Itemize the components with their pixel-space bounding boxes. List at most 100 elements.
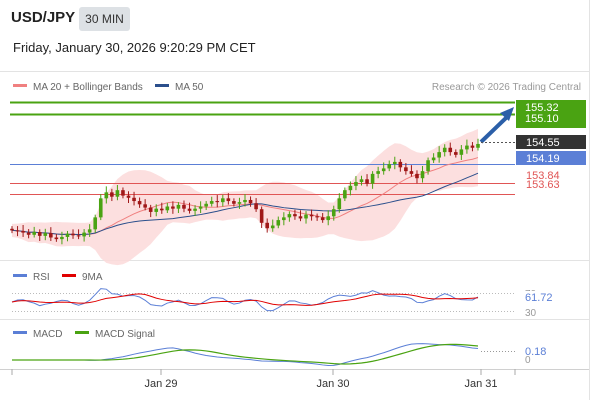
symbol-title: USD/JPY [11, 9, 76, 26]
target-label-box [516, 100, 586, 128]
candle-body [126, 195, 131, 198]
candle-body [304, 214, 308, 219]
candle-body [287, 214, 292, 218]
macd-line [12, 343, 479, 366]
candle-body [198, 206, 203, 209]
target-label-2: 155.10 [525, 113, 559, 125]
candle-body [442, 147, 447, 153]
candle-body [387, 164, 392, 169]
rsi-lines [11, 288, 479, 312]
support-label-1: 153.84 [526, 170, 560, 182]
price-labels: 155.32 155.10 154.55 154.19 153.84 153.6… [516, 100, 586, 191]
candle-body [448, 147, 453, 153]
candle-body [276, 220, 281, 226]
candle-body [143, 204, 147, 208]
candle-body [187, 208, 192, 211]
datetime-label: Friday, January 30, 2026 9:20:29 PM CET [13, 40, 256, 55]
candle-body [348, 185, 353, 191]
macd-legend-label: MACD [33, 329, 62, 340]
candle-body [354, 182, 358, 186]
candle-body [154, 208, 159, 212]
candle-body [298, 216, 303, 219]
candle-body [43, 233, 48, 236]
candle-body [37, 232, 42, 236]
macd-signal-line [12, 343, 479, 365]
forecast-arrowhead [500, 107, 514, 121]
rsi-legend-label: RSI [33, 272, 50, 283]
pivot-label: 154.19 [526, 153, 560, 165]
ma20-legend-swatch [13, 84, 27, 87]
candle-body [137, 201, 142, 205]
pivot-label-box [516, 151, 586, 165]
candle-body [392, 161, 397, 165]
candle-body [254, 203, 258, 210]
candle-body [121, 190, 125, 196]
macd-signal-legend-swatch [75, 331, 89, 334]
macd-signal-legend-label: MACD Signal [95, 329, 155, 340]
x-tick-label-jan30: Jan 30 [316, 378, 349, 390]
macd-lines [12, 343, 479, 366]
candle-body [76, 235, 81, 237]
candle-body [104, 192, 109, 199]
copyright-label: Research © 2026 Trading Central [432, 82, 581, 93]
candle-body [176, 204, 181, 209]
chart-header: USD/JPY 30 MIN Friday, January 30, 2026 … [0, 0, 590, 72]
rsi-ma-legend-swatch [62, 274, 76, 277]
candle-body [182, 204, 186, 209]
candle-body [82, 232, 86, 237]
candle-body [259, 209, 264, 223]
candle-body [270, 225, 275, 229]
last-price-box [516, 135, 586, 149]
candle-body [132, 197, 136, 202]
rsi-ma-line [11, 293, 479, 306]
rsi-value-bg [520, 291, 556, 303]
timeframe-button[interactable]: 30 MIN [79, 7, 130, 31]
candle-body [232, 201, 236, 204]
rsi-ma-legend-label: 9MA [82, 272, 103, 283]
candle-body [148, 207, 153, 212]
forecast-arrow [479, 115, 509, 144]
target-label-1: 155.32 [525, 102, 559, 114]
macd-zero-label: 0 [525, 355, 531, 366]
ma50-legend-label: MA 50 [175, 82, 204, 93]
candle-body [365, 179, 369, 184]
rsi-level-30: 30 [525, 308, 537, 319]
candle-body [248, 199, 253, 204]
ma50-legend-swatch [155, 84, 169, 87]
candle-body [87, 229, 92, 233]
candle-body [320, 217, 325, 221]
candle-body [209, 201, 214, 204]
candle-body [426, 160, 430, 172]
ma20-legend-label: MA 20 + Bollinger Bands [33, 82, 143, 93]
candle-body [337, 198, 342, 210]
candle-body [49, 233, 53, 238]
candle-body [315, 216, 319, 218]
candle-body [470, 145, 475, 148]
candle-body [226, 198, 231, 202]
candle-body [343, 190, 347, 199]
candle-body [71, 233, 75, 236]
candle-body [32, 232, 36, 235]
candle-body [204, 203, 208, 207]
candle-body [420, 171, 425, 179]
macd-legend-swatch [13, 331, 27, 334]
candle-body [409, 171, 414, 174]
x-tick-label-jan29: Jan 29 [144, 378, 177, 390]
candlesticks [10, 138, 480, 245]
candle-body [454, 152, 458, 155]
x-tick-label-jan31: Jan 31 [464, 378, 497, 390]
rsi-value-label: 61.72 [525, 292, 553, 304]
last-price-label: 154.55 [526, 137, 560, 149]
candle-body [309, 214, 314, 217]
candle-body [26, 232, 31, 235]
candle-body [65, 233, 70, 237]
candle-body [215, 201, 220, 203]
candle-body [437, 152, 441, 158]
candle-body [476, 143, 480, 148]
candle-body [60, 236, 64, 240]
candle-body [243, 199, 247, 203]
level-lines [10, 101, 515, 195]
candle-body [21, 230, 25, 233]
candle-body [54, 237, 59, 240]
